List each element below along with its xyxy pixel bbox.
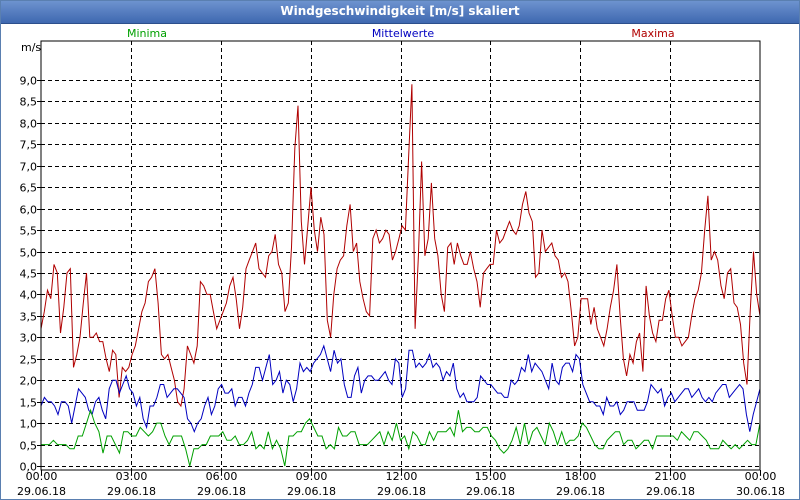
y-tick-label: 3,5 bbox=[20, 311, 38, 324]
y-tick-label: 4,5 bbox=[20, 268, 38, 281]
x-tick-date: 29.06.18 bbox=[17, 485, 66, 498]
x-tick-time: 18:00 bbox=[565, 470, 597, 483]
plot-frame bbox=[40, 40, 761, 471]
legend-max: Maxima bbox=[631, 27, 674, 40]
y-tick-label: 7,0 bbox=[20, 161, 38, 174]
x-tick-date: 29.06.18 bbox=[287, 485, 336, 498]
y-tick-label: 8,0 bbox=[20, 118, 38, 131]
y-tick-label: 1,5 bbox=[20, 397, 38, 410]
series-line-min bbox=[41, 408, 761, 467]
x-tick-time: 21:00 bbox=[655, 470, 687, 483]
title-bar: Windgeschwindigkeit [m/s] skaliert bbox=[1, 1, 799, 24]
y-axis: 0,0 0,5 1,0 1,5 2,0 2,5 3,0 3,5 4,0 4,5 5,0 5,5 6,0 6… bbox=[20, 41, 42, 474]
legend-mean: Mittelwerte bbox=[372, 27, 435, 40]
y-tick-label: 9,0 bbox=[20, 75, 38, 88]
y-tick-label: 2,0 bbox=[20, 375, 38, 388]
legend-min: Minima bbox=[127, 27, 167, 40]
x-tick-time: 03:00 bbox=[116, 470, 148, 483]
series-line-max bbox=[40, 84, 761, 408]
x-tick-date: 30.06.18 bbox=[736, 485, 785, 498]
x-tick-time: 00:00 bbox=[745, 470, 777, 483]
y-tick-label: 0,0 bbox=[20, 461, 38, 474]
x-axis: 00:00 29.06.18 03:00 29.06.18 06:00 29.06.18 0… bbox=[17, 470, 785, 498]
x-tick-date: 29.06.18 bbox=[466, 485, 515, 498]
x-tick-date: 29.06.18 bbox=[197, 485, 246, 498]
y-tick-label: 6,5 bbox=[20, 182, 38, 195]
x-tick-date: 29.06.18 bbox=[556, 485, 605, 498]
y-tick-label: 5,5 bbox=[20, 225, 38, 238]
y-tick-label: 1,0 bbox=[20, 418, 38, 431]
series-line-mean bbox=[40, 344, 761, 434]
y-tick-label: 2,5 bbox=[20, 354, 38, 367]
x-tick-date: 29.06.18 bbox=[107, 485, 156, 498]
x-tick-time: 12:00 bbox=[386, 470, 418, 483]
y-tick-label: 4,0 bbox=[20, 289, 38, 302]
x-tick-time: 00:00 bbox=[26, 470, 58, 483]
x-tick-time: 06:00 bbox=[206, 470, 238, 483]
y-tick-label: 5,0 bbox=[20, 247, 38, 260]
plot-background bbox=[41, 41, 760, 470]
x-tick-time: 15:00 bbox=[475, 470, 507, 483]
x-tick-time: 09:00 bbox=[296, 470, 328, 483]
y-tick-label: 0,5 bbox=[20, 440, 38, 453]
y-tick-label: 3,0 bbox=[20, 332, 38, 345]
chart-area: 0,0 0,5 1,0 1,5 2,0 2,5 3,0 3,5 4,0 4,5 5,0 5,5 6,0 6… bbox=[17, 27, 785, 498]
y-tick-label: 7,5 bbox=[20, 139, 38, 152]
x-tick-date: 29.06.18 bbox=[377, 485, 426, 498]
gridlines bbox=[41, 41, 760, 470]
series-layer bbox=[40, 84, 761, 467]
legend: Minima Mittelwerte Maxima bbox=[127, 27, 675, 40]
y-tick-label: 8,5 bbox=[20, 96, 38, 109]
x-tick-date: 29.06.18 bbox=[646, 485, 695, 498]
y-axis-label: m/s bbox=[21, 41, 41, 54]
window-title: Windgeschwindigkeit [m/s] skaliert bbox=[280, 4, 520, 18]
y-tick-label: 6,0 bbox=[20, 204, 38, 217]
